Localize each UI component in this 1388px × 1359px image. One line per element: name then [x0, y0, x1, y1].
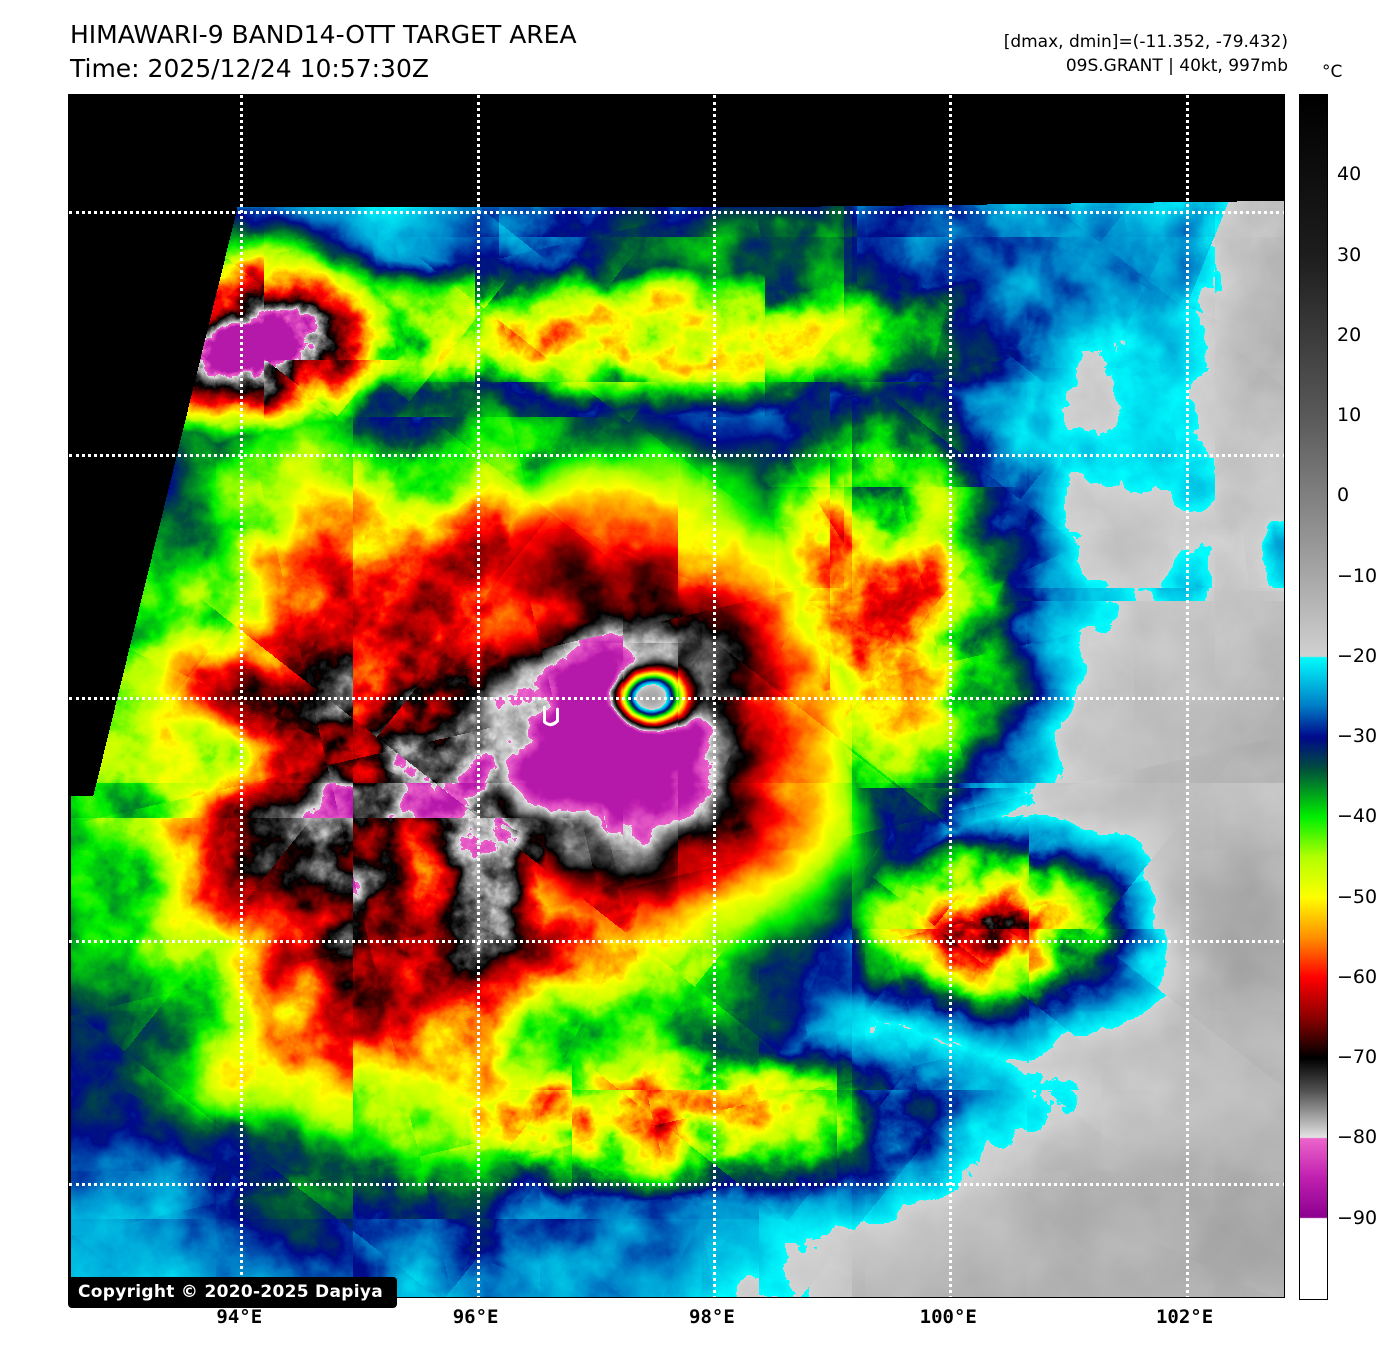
colorbar-tick--10: −10 — [1337, 564, 1378, 587]
colorbar-tick--60: −60 — [1337, 965, 1378, 988]
lon-tick-98: 98°E — [689, 1306, 735, 1328]
colorbar-tick--70: −70 — [1337, 1046, 1378, 1069]
copyright-badge: Copyright © 2020-2025 Dapiya — [68, 1277, 397, 1308]
satellite-image-plot[interactable] — [68, 94, 1285, 1298]
page-title: HIMAWARI-9 BAND14-OTT TARGET AREA — [70, 20, 577, 49]
colorbar-tick-20: 20 — [1337, 323, 1362, 346]
colorbar-tick--30: −30 — [1337, 725, 1378, 748]
colorbar-tick-30: 30 — [1337, 243, 1362, 266]
storm-info-label: 09S.GRANT | 40kt, 997mb — [1065, 56, 1288, 76]
timestamp-label: Time: 2025/12/24 10:57:30Z — [70, 54, 429, 83]
colorbar-tick-10: 10 — [1337, 404, 1362, 427]
lon-tick-94: 94°E — [216, 1306, 263, 1328]
temperature-colorbar[interactable] — [1299, 94, 1328, 1300]
metadata-block: [dmax, dmin]=(-11.352, -79.432) 09S.GRAN… — [1004, 30, 1288, 78]
colorbar-tick--40: −40 — [1337, 805, 1378, 828]
latitude-axis: 8°S10°S12°S14°S16°S — [0, 0, 62, 1359]
colorbar-unit-label: °C — [1322, 62, 1343, 82]
colorbar-tick--50: −50 — [1337, 885, 1378, 908]
lon-tick-100: 100°E — [919, 1306, 977, 1328]
colorbar-tick-40: 40 — [1337, 163, 1362, 186]
colorbar-tick--20: −20 — [1337, 644, 1378, 667]
infrared-imagery-canvas — [69, 95, 1284, 1297]
colorbar-tick--80: −80 — [1337, 1126, 1378, 1149]
colorbar-gradient — [1300, 95, 1327, 1299]
lon-tick-96: 96°E — [452, 1306, 499, 1328]
colorbar-tick--90: −90 — [1337, 1206, 1378, 1229]
colorbar-tick-0: 0 — [1337, 484, 1350, 507]
lon-tick-102: 102°E — [1155, 1306, 1214, 1328]
figure-title-block: HIMAWARI-9 BAND14-OTT TARGET AREA Time: … — [70, 18, 577, 86]
data-range-label: [dmax, dmin]=(-11.352, -79.432) — [1003, 32, 1288, 52]
